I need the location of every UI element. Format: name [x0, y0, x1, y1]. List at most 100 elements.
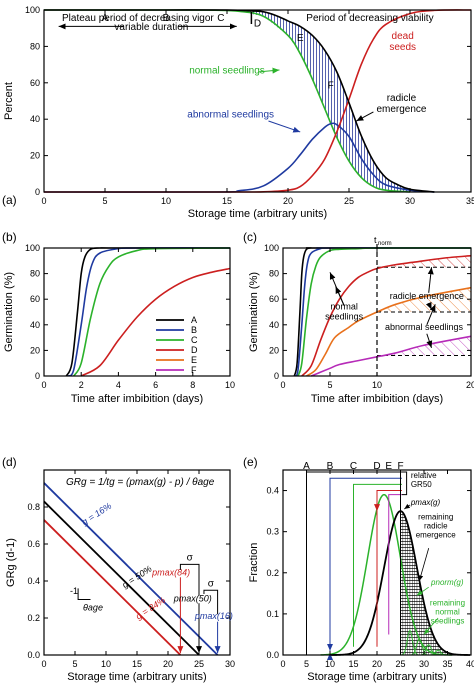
y-axis-label: Percent — [3, 82, 15, 120]
panel-d-chart: 0 5 10 15 20 25 30 0.0 0.2 0.4 0.6 0.8 Storage time … — [2, 455, 235, 683]
y-tick-label: 0.3 — [266, 527, 279, 537]
arrow-abnormal — [268, 120, 301, 133]
x-tick-label: 20 — [283, 196, 293, 206]
bracket-relative — [401, 471, 408, 496]
y-tick-label: 0.2 — [27, 613, 40, 623]
series-F — [310, 335, 472, 377]
annotation-normal: seedlings — [325, 311, 364, 321]
letter-C: C — [350, 461, 357, 472]
y-tick-label: 0.0 — [27, 650, 40, 660]
y-tick-label: 40 — [30, 114, 40, 124]
x-tick-label: 0 — [41, 659, 46, 669]
annotation-abnormal: abnormal seedlings — [385, 322, 464, 332]
series-pnorm — [320, 494, 453, 656]
letter-D: D — [373, 461, 380, 472]
series-abnormal-seedlings — [43, 122, 435, 193]
panel-e-chart: A B C D E F 0 5 10 15 20 25 30 35 40 0.0 0.1 0.2 0.3 0.4 Sto… — [243, 455, 474, 683]
x-tick-label: 0 — [41, 196, 46, 206]
x-tick-label: 10 — [161, 196, 171, 206]
label-sigma-1: σ — [187, 553, 194, 564]
step-E — [388, 494, 402, 635]
letter-E: E — [297, 33, 304, 44]
letter-A: A — [102, 13, 109, 24]
x-tick-label: 0 — [41, 380, 46, 390]
label-relative: GR50 — [411, 480, 432, 489]
step-B — [327, 477, 402, 660]
x-tick-label: 4 — [116, 380, 121, 390]
x-tick-label: 10 — [225, 380, 235, 390]
panel-a-chart: 0 5 10 15 20 25 30 35 0 20 40 60 80 100 Storage time (… — [2, 5, 474, 220]
y-tick-label: 40 — [30, 320, 40, 330]
equation: GRg = 1/tg = (pmax(g) - p) / θage — [66, 477, 215, 488]
arrow-pnorm — [416, 586, 429, 596]
label-theta: θage — [83, 603, 103, 613]
y-tick-label: 0.6 — [27, 539, 40, 549]
series-D — [80, 267, 231, 377]
label-sigma-2: σ — [208, 579, 215, 590]
y-tick-label: 80 — [30, 269, 40, 279]
panel-label: (d) — [2, 455, 17, 469]
series-C — [73, 247, 231, 377]
letter-C: C — [217, 13, 224, 24]
y-axis-label: Germination (%) — [248, 272, 260, 352]
series-g---16- — [43, 482, 219, 656]
label-remaining-normal: seedlings — [431, 617, 465, 626]
x-tick-label: 25 — [194, 659, 204, 669]
label-remaining-radicle: emergence — [416, 530, 457, 539]
series-g---84- — [43, 519, 182, 656]
legend-label-B: B — [191, 325, 197, 335]
x-tick-label: 30 — [405, 196, 415, 206]
panel-c-chart: 0 5 10 20 0 20 40 60 80 100 Time after imbibition … — [243, 230, 474, 405]
y-axis-label: Germination (%) — [3, 272, 15, 352]
series-radicle-emergence — [43, 9, 435, 193]
y-tick-label: 0 — [35, 187, 40, 197]
label-g16: g = 16% — [80, 501, 113, 528]
step-D — [376, 490, 402, 647]
label-minus1: -1 — [70, 586, 78, 596]
arrow-remaining-normal — [423, 617, 439, 635]
y-tick-label: 80 — [30, 41, 40, 51]
remaining-normal-hump — [409, 637, 429, 656]
x-axis-label: Time after imbibition (days) — [71, 393, 203, 405]
panel-b-frame — [43, 247, 231, 377]
panel-a-frame — [43, 9, 472, 193]
x-tick-label: 25 — [395, 659, 405, 669]
x-axis-label: Storage time (arbitrary units) — [307, 671, 446, 683]
y-tick-label: 80 — [269, 269, 279, 279]
x-axis-label: Time after imbibition (days) — [311, 393, 443, 405]
x-tick-label: 10 — [325, 659, 335, 669]
hatched-area — [214, 10, 410, 192]
x-tick-label: 8 — [190, 380, 195, 390]
arrow-remaining-radicle — [418, 548, 430, 582]
letter-F: F — [328, 80, 334, 91]
letter-B: B — [327, 461, 334, 472]
series-D — [301, 254, 472, 377]
legend-label-D: D — [191, 345, 198, 355]
x-tick-label: 40 — [466, 659, 474, 669]
slope-triangle — [77, 588, 91, 600]
y-tick-label: 0 — [274, 371, 279, 381]
arrow-abnormal-1 — [426, 304, 436, 325]
x-tick-label: 10 — [101, 659, 111, 669]
tnorm-label: t — [374, 235, 377, 245]
annotation-normal: normal — [330, 301, 358, 311]
x-tick-label: 0 — [280, 380, 285, 390]
annotation-radicle: radicle — [387, 93, 417, 104]
y-tick-label: 100 — [25, 243, 40, 253]
x-tick-label: 5 — [72, 659, 77, 669]
y-tick-label: 60 — [30, 78, 40, 88]
x-tick-label: 20 — [466, 380, 474, 390]
panel-d-frame — [43, 469, 231, 656]
step-C — [353, 483, 402, 647]
arrow-radicle — [356, 111, 374, 122]
label-pnorm: pnorm(g) — [430, 578, 464, 587]
x-tick-label: 20 — [163, 659, 173, 669]
panel-label: (b) — [2, 230, 17, 244]
hatched-E — [377, 287, 471, 312]
y-tick-label: 0.0 — [266, 650, 279, 660]
legend-label-C: C — [191, 335, 198, 345]
y-tick-label: 60 — [269, 294, 279, 304]
legend-label-F: F — [191, 365, 197, 375]
y-tick-label: 0.4 — [266, 486, 279, 496]
